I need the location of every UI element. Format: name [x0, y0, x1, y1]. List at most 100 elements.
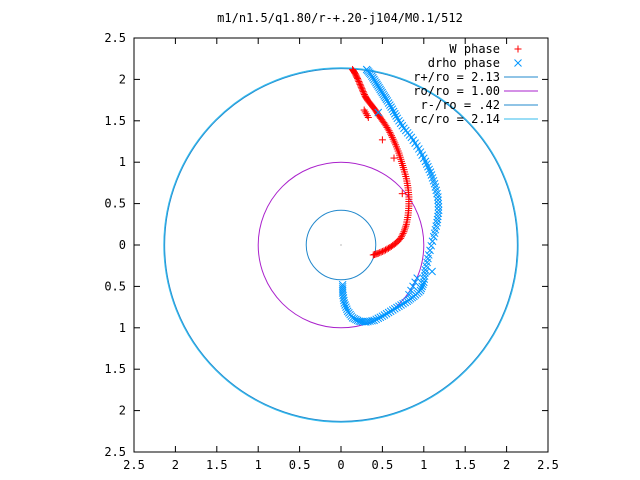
axis-tick-labels: 2.5 2 1.5 1 0.5 0 0.5 1 1.5 2 2.52.521.510.500.511…: [104, 31, 559, 472]
y-tick-label: 1: [119, 155, 126, 169]
series-1-point-stroke: [424, 162, 432, 171]
series-1-point-stroke: [420, 272, 429, 280]
series-0-point: [386, 128, 394, 136]
series-0-point: [398, 190, 406, 198]
series-0-point: [386, 243, 394, 251]
series-1-point: [418, 282, 426, 291]
series-1-point: [428, 237, 437, 246]
series-1-point: [434, 193, 442, 201]
series-0-point: [358, 85, 366, 93]
series-1-point: [342, 305, 351, 314]
y-tick-label: 0.5: [104, 279, 126, 293]
series-1-point-stroke: [434, 193, 442, 201]
series-0-point: [355, 79, 363, 87]
series-1-point: [374, 314, 383, 323]
x-tick-label: 1.5: [454, 458, 476, 472]
series-1-point-stroke: [414, 145, 423, 153]
series-1-point: [426, 168, 435, 176]
series-1-point-stroke: [426, 168, 435, 176]
y-tick-label: 2: [119, 404, 126, 418]
x-tick-label: 2: [503, 458, 510, 472]
radius-circle: [163, 67, 519, 423]
series-1-point-stroke: [433, 215, 442, 224]
series-1-point-stroke: [387, 103, 395, 111]
series-1-point: [372, 315, 381, 324]
series-0-point: [357, 82, 365, 90]
series-1-point: [420, 272, 429, 280]
series-1-point: [413, 274, 422, 282]
y-tick-label: 2: [119, 72, 126, 86]
series-0-point: [354, 76, 362, 84]
series-1-point-stroke: [431, 183, 440, 191]
series-0-point: [359, 86, 367, 94]
series-0-point: [357, 83, 365, 91]
series-1-point-stroke: [421, 269, 429, 277]
series-1-point-stroke: [383, 97, 392, 105]
series-1-point: [428, 174, 437, 182]
series-0-point: [400, 228, 408, 236]
series-1-point-stroke: [389, 107, 398, 116]
series-1-point-stroke: [419, 154, 428, 163]
data-points: [338, 65, 443, 326]
series-1-point-stroke: [422, 160, 431, 168]
series-1-point: [385, 101, 394, 109]
series-1-point: [419, 280, 427, 289]
series-1-point: [378, 312, 387, 321]
series-1-point-stroke: [434, 206, 443, 215]
x-tick-label: 1.5: [206, 458, 228, 472]
legend-marker-stroke: [514, 59, 522, 67]
series-1-point-stroke: [409, 282, 417, 291]
series-1-point-stroke: [392, 112, 400, 120]
series-1-point-stroke: [417, 284, 426, 293]
series-1-point-stroke: [395, 116, 403, 125]
series-1-point-stroke: [418, 151, 426, 160]
series-1-point-stroke: [430, 179, 439, 188]
series-1-point-stroke: [338, 282, 347, 291]
x-tick-label: 0.5: [372, 458, 394, 472]
series-1-point: [374, 108, 383, 117]
series-0-point: [398, 231, 406, 239]
series-1-point: [426, 246, 434, 255]
series-0-point: [364, 113, 372, 121]
series-1-point: [407, 286, 415, 295]
series-1-point-stroke: [432, 186, 441, 195]
series-1-point-stroke: [398, 121, 407, 130]
series-1-point-stroke: [374, 314, 383, 323]
series-1-point: [338, 280, 347, 289]
series-1-point-stroke: [353, 316, 362, 325]
y-tick-label: 1.5: [104, 362, 126, 376]
series-1-point: [422, 160, 431, 168]
series-1-point-stroke: [372, 315, 381, 324]
series-1-point: [421, 157, 430, 166]
series-1-point: [427, 171, 436, 179]
series-1-point: [384, 308, 393, 317]
series-1-point-stroke: [420, 275, 429, 284]
series-1-point-stroke: [416, 148, 425, 156]
series-1-point: [409, 282, 417, 291]
series-1-point: [383, 97, 392, 105]
radius-circle: [164, 68, 518, 422]
series-1-point: [403, 297, 412, 306]
series-1-point: [392, 112, 400, 120]
series-1-point-stroke: [409, 136, 418, 145]
series-1-point: [399, 299, 407, 308]
series-1-point-stroke: [434, 203, 443, 211]
series-1-point: [427, 241, 436, 250]
x-tick-label: 2: [172, 458, 179, 472]
series-0-point: [354, 75, 362, 83]
series-1-point-stroke: [352, 315, 360, 324]
chart-title: m1/n1.5/q1.80/r-+.20-j104/M0.1/512: [217, 11, 463, 25]
x-tick-label: 2.5: [123, 458, 145, 472]
series-1-point-stroke: [343, 307, 352, 316]
series-1-point-stroke: [342, 305, 351, 314]
series-1-point-stroke: [434, 209, 443, 218]
series-0-point: [385, 127, 393, 135]
series-1-point-stroke: [413, 142, 421, 150]
series-1-point: [420, 275, 429, 284]
series-1-point-stroke: [429, 232, 438, 241]
series-1-point: [434, 209, 443, 218]
series-1-point: [424, 162, 432, 171]
series-1-point-stroke: [421, 157, 430, 166]
series-1-point: [358, 317, 367, 326]
x-tick-label: 2.5: [537, 458, 559, 472]
